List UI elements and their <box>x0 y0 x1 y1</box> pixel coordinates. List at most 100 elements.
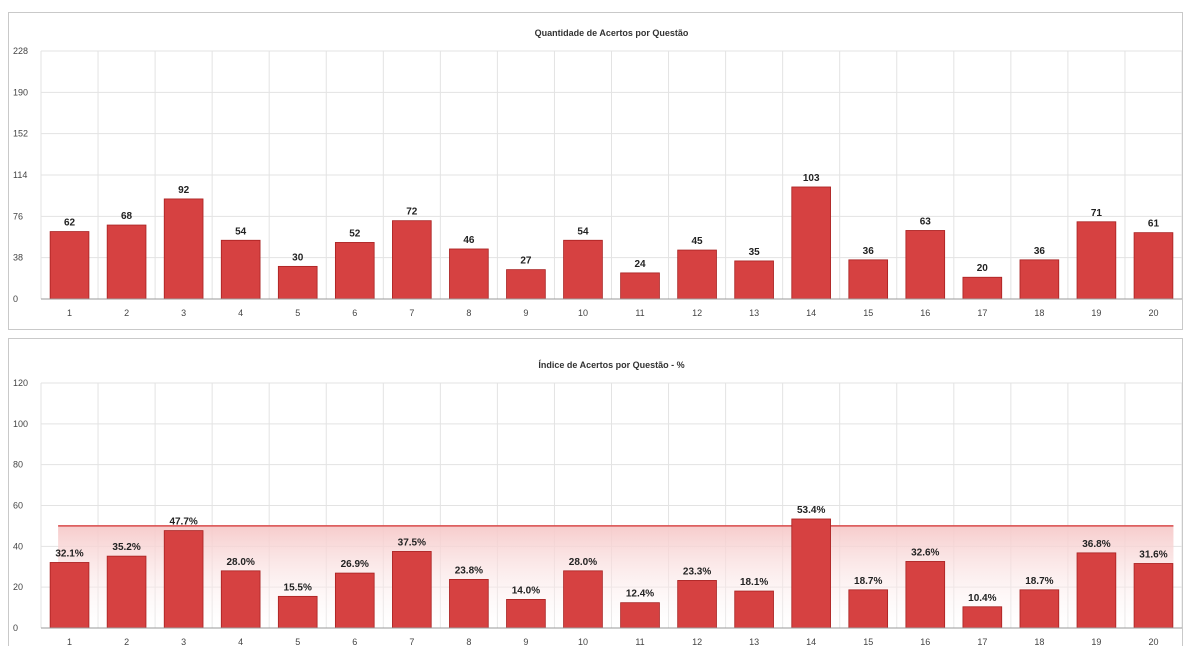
data-label-q20: 31.6% <box>1139 549 1167 560</box>
bar-q6 <box>334 242 375 300</box>
y-tick-label: 152 <box>13 129 28 139</box>
x-tick-label: 1 <box>67 637 72 647</box>
x-tick-label: 17 <box>977 637 987 647</box>
data-label-q1: 32.1% <box>55 548 83 559</box>
bar-q2 <box>106 224 147 300</box>
bar-q11 <box>620 602 660 629</box>
y-tick-label: 100 <box>13 419 28 429</box>
x-tick-label: 10 <box>578 637 588 647</box>
y-tick-label: 190 <box>13 87 28 97</box>
chart-panel-acertos-indice: Índice de Acertos por Questão - % 0 20 40 60… <box>8 338 1183 647</box>
x-tick-label: 20 <box>1148 637 1158 647</box>
bar-q18 <box>1019 259 1060 300</box>
data-label-q8: 23.8% <box>455 565 483 576</box>
x-tick-label: 18 <box>1034 308 1044 318</box>
x-tick-label: 5 <box>295 637 300 647</box>
x-tick-label: 15 <box>863 637 873 647</box>
bar-chart-acertos-quantidade: Quantidade de Acertos por Questão0387611… <box>13 28 1182 318</box>
bar-q3 <box>163 530 204 629</box>
x-tick-label: 20 <box>1148 308 1158 318</box>
x-tick-label: 14 <box>806 308 816 318</box>
data-label-q17: 20 <box>977 263 989 274</box>
chart-title: Índice de Acertos por Questão - % <box>538 360 684 370</box>
bar-q8 <box>449 248 489 300</box>
bar-q1 <box>49 231 90 300</box>
data-label-q9: 14.0% <box>512 585 540 596</box>
x-tick-label: 8 <box>466 308 471 318</box>
data-label-q20: 61 <box>1148 219 1160 230</box>
data-label-q19: 36.8% <box>1082 539 1110 550</box>
data-label-q12: 45 <box>692 236 704 247</box>
x-tick-label: 12 <box>692 637 702 647</box>
data-label-q15: 36 <box>863 246 875 257</box>
data-label-q3: 47.7% <box>169 517 197 528</box>
bar-q14 <box>791 186 831 300</box>
bar-q18 <box>1019 589 1060 629</box>
y-tick-label: 120 <box>13 378 28 388</box>
x-tick-label: 9 <box>523 637 528 647</box>
x-tick-label: 13 <box>749 308 759 318</box>
data-label-q4: 54 <box>235 226 247 237</box>
data-label-q8: 46 <box>463 235 475 246</box>
x-tick-label: 19 <box>1091 637 1101 647</box>
data-label-q6: 26.9% <box>341 559 369 570</box>
x-tick-label: 10 <box>578 308 588 318</box>
y-tick-label: 0 <box>13 623 18 633</box>
y-tick-label: 60 <box>13 501 23 511</box>
y-tick-label: 228 <box>13 46 28 56</box>
data-label-q10: 54 <box>577 226 589 237</box>
y-tick-label: 38 <box>13 253 23 263</box>
y-tick-label: 80 <box>13 460 23 470</box>
x-tick-label: 17 <box>977 308 987 318</box>
chart-title: Quantidade de Acertos por Questão <box>535 28 689 38</box>
y-tick-label: 20 <box>13 582 23 592</box>
bar-q6 <box>334 572 375 629</box>
data-label-q11: 24 <box>634 259 646 270</box>
y-tick-label: 40 <box>13 541 23 551</box>
bar-q7 <box>392 220 432 300</box>
x-tick-label: 14 <box>806 637 816 647</box>
data-label-q1: 62 <box>64 218 76 229</box>
data-label-q16: 32.6% <box>911 547 939 558</box>
data-label-q9: 27 <box>520 256 532 267</box>
x-tick-label: 4 <box>238 637 243 647</box>
bar-q4 <box>220 239 261 300</box>
x-tick-label: 16 <box>920 308 930 318</box>
bar-q19 <box>1076 221 1117 300</box>
bar-q15 <box>848 589 889 629</box>
data-label-q18: 18.7% <box>1025 576 1053 587</box>
x-tick-label: 18 <box>1034 637 1044 647</box>
bar-q13 <box>734 590 774 629</box>
bar-q9 <box>506 269 546 300</box>
bar-q16 <box>905 230 946 300</box>
bar-q4 <box>220 570 261 629</box>
chart-panel-acertos-quantidade: Quantidade de Acertos por Questão 0 38 76 11… <box>8 12 1183 330</box>
bar-q15 <box>848 259 889 300</box>
data-label-q12: 23.3% <box>683 566 711 577</box>
data-label-q16: 63 <box>920 216 932 227</box>
bar-q8 <box>449 579 489 629</box>
bar-q2 <box>106 555 147 629</box>
x-tick-label: 6 <box>352 308 357 318</box>
bar-q5 <box>277 595 318 629</box>
bar-q12 <box>677 249 717 300</box>
data-label-q13: 18.1% <box>740 577 768 588</box>
bar-q3 <box>163 198 204 300</box>
data-label-q7: 72 <box>406 207 418 218</box>
data-label-q17: 10.4% <box>968 593 996 604</box>
bar-q19 <box>1076 552 1117 629</box>
data-label-q11: 12.4% <box>626 589 654 600</box>
bar-chart-acertos-indice: Índice de Acertos por Questão - % 0 20 40 60… <box>13 360 1182 647</box>
data-label-q10: 28.0% <box>569 557 597 568</box>
bar-q13 <box>734 260 774 300</box>
data-label-q13: 35 <box>749 247 761 258</box>
x-tick-label: 11 <box>635 308 644 318</box>
x-tick-label: 19 <box>1091 308 1101 318</box>
x-tick-label: 7 <box>409 308 414 318</box>
x-tick-label: 11 <box>635 637 644 647</box>
data-label-q7: 37.5% <box>398 537 426 548</box>
data-label-q18: 36 <box>1034 246 1046 257</box>
bar-q5 <box>277 265 318 300</box>
bar-q10 <box>563 570 603 629</box>
bar-q10 <box>563 239 603 300</box>
